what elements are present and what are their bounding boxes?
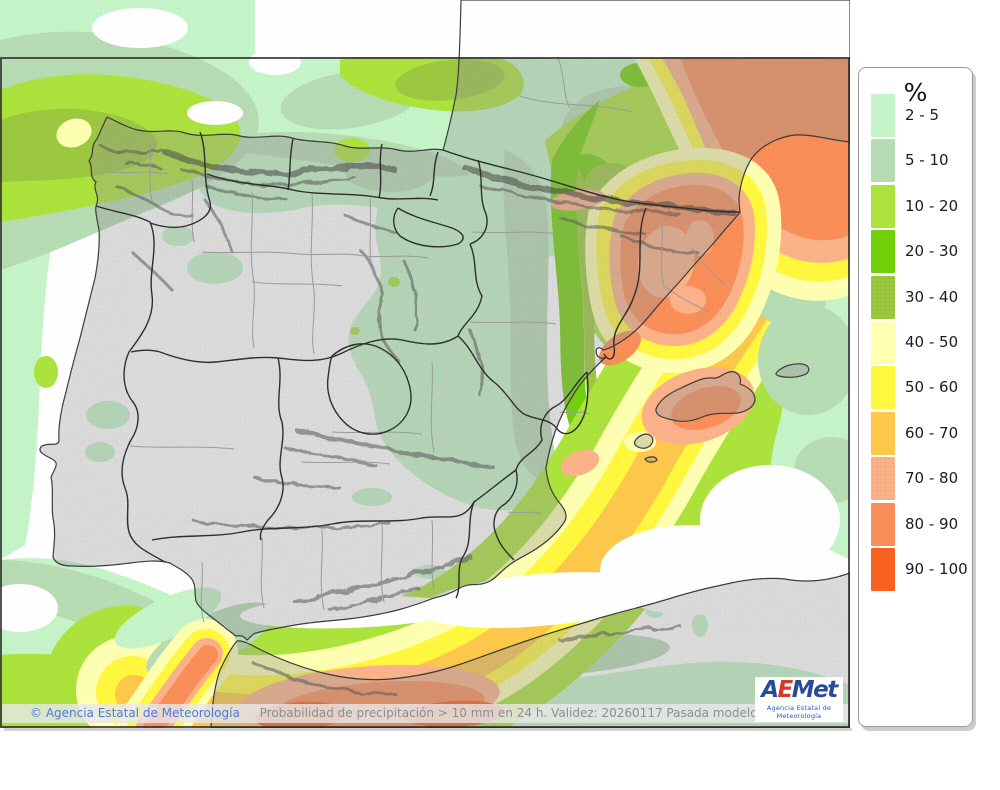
legend-item-label: 60 - 70 [905, 424, 959, 442]
legend-item-label: 30 - 40 [905, 288, 959, 306]
legend-item: 90 - 100 [871, 548, 968, 591]
legend-item-label: 10 - 20 [905, 197, 959, 215]
copyright-text: © Agencia Estatal de Meteorología [30, 706, 240, 720]
legend-item: 70 - 80 [871, 457, 966, 500]
legend-item: 5 - 10 [871, 139, 966, 182]
legend-swatch-color [871, 548, 895, 591]
info-bar: © Agencia Estatal de Meteorología Probab… [2, 704, 848, 723]
precipitation-map [0, 0, 971, 790]
legend-item: 2 - 5 [871, 94, 966, 137]
legend-item-label: 2 - 5 [905, 106, 940, 124]
map-canvas [0, 0, 971, 790]
logo-letter-a: A [761, 677, 779, 703]
map-frame [0, 57, 850, 728]
legend-item: 60 - 70 [871, 412, 966, 455]
legend-swatch-color [871, 276, 895, 319]
legend-item-label: 80 - 90 [905, 515, 959, 533]
legend-item: 40 - 50 [871, 321, 966, 364]
legend-item-label: 20 - 30 [905, 242, 959, 260]
legend-swatch-color [871, 230, 895, 273]
legend-item-label: 40 - 50 [905, 333, 959, 351]
legend-item-label: 50 - 60 [905, 378, 959, 396]
legend-swatch-color [871, 94, 895, 137]
legend-swatch-color [871, 366, 895, 409]
aemet-logo: AEMet Agencia Estatal de Meteorología [755, 677, 843, 722]
stipple-texture [0, 0, 850, 728]
legend-swatch-color [871, 457, 895, 500]
legend-item: 50 - 60 [871, 366, 966, 409]
legend-item-label: 5 - 10 [905, 151, 949, 169]
logo-letter-e: E [777, 677, 794, 703]
legend-item: 10 - 20 [871, 185, 966, 228]
legend-swatch-color [871, 321, 895, 364]
logo-letters-met: Met [791, 677, 838, 703]
aemet-logo-subtitle: Agencia Estatal de Meteorología [766, 704, 832, 720]
legend-item: 20 - 30 [871, 230, 966, 273]
legend-swatch-color [871, 412, 895, 455]
map-frame-shadow [4, 728, 852, 731]
legend-panel: % 2 - 5 5 - 10 10 - 20 20 - 30 30 - 40 4… [858, 67, 973, 727]
legend-item: 80 - 90 [871, 503, 966, 546]
legend-title: % [903, 78, 928, 107]
map-info-text: Probabilidad de precipitación > 10 mm en… [259, 706, 842, 720]
legend-swatch-color [871, 185, 895, 228]
legend-swatch-color [871, 503, 895, 546]
legend-item: 30 - 40 [871, 276, 966, 319]
legend-swatch-color [871, 139, 895, 182]
aemet-logo-text: AEMet [755, 677, 843, 704]
legend-item-label: 70 - 80 [905, 469, 959, 487]
legend-item-label: 90 - 100 [905, 560, 968, 578]
